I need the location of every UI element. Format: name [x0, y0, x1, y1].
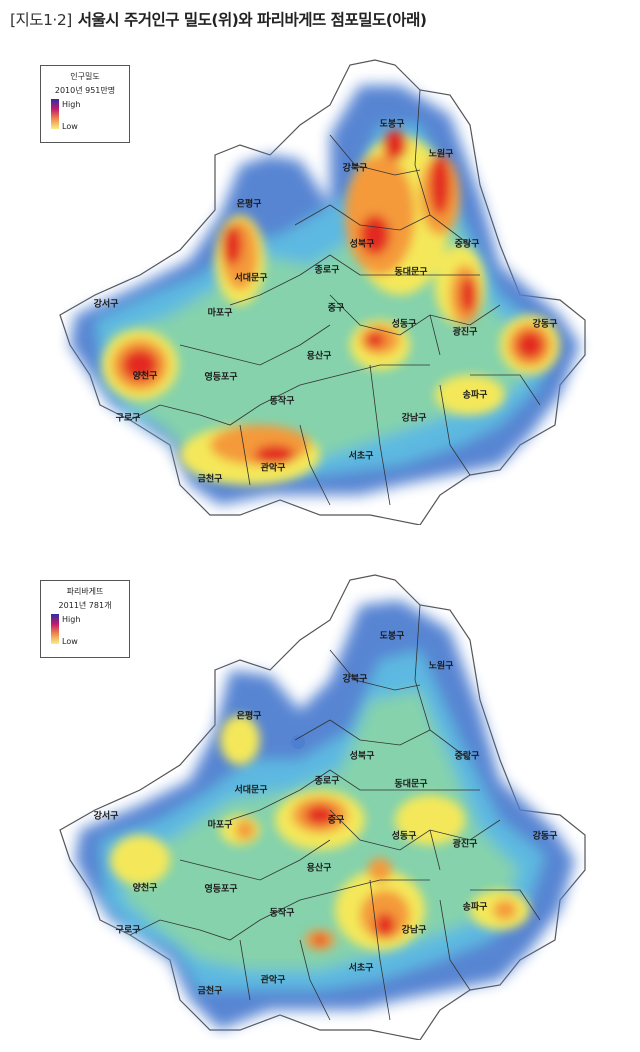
district-label: 노원구 — [428, 149, 454, 160]
district-label: 강남구 — [401, 413, 427, 424]
district-label: 강동구 — [532, 319, 558, 330]
district-label: 영등포구 — [204, 372, 238, 383]
district-label: 서초구 — [348, 451, 374, 462]
district-label: 동작구 — [269, 396, 295, 407]
legend: 파리바게뜨 2011년 781개 High Low — [40, 580, 130, 658]
district-label: 성북구 — [349, 239, 375, 250]
population-heatmap-svg — [59, 59, 586, 525]
district-label: 중구 — [327, 303, 345, 314]
district-label: 금천구 — [197, 474, 223, 485]
district-boundaries — [129, 604, 541, 1021]
figure-number: [지도1·2] — [10, 11, 72, 29]
district-label: 중랑구 — [454, 751, 480, 762]
district-label: 영등포구 — [204, 884, 238, 895]
district-label: 강북구 — [342, 163, 368, 174]
district-label: 용산구 — [306, 863, 332, 874]
legend-subtitle: 2010년 951만명 — [54, 86, 116, 95]
figure-title: 서울시 주거인구 밀도(위)와 파리바게뜨 점포밀도(아래) — [77, 11, 427, 29]
district-label: 종로구 — [314, 776, 340, 787]
district-label: 성북구 — [349, 751, 375, 762]
paris-baguette-store-density-map: 파리바게뜨 2011년 781개 High Low 도봉구 노원구 강북구 은평… — [0, 560, 640, 1040]
district-label: 금천구 — [197, 986, 223, 997]
district-label: 강동구 — [532, 831, 558, 842]
district-label: 구로구 — [115, 925, 141, 936]
district-label: 마포구 — [207, 820, 233, 831]
district-label: 서초구 — [348, 963, 374, 974]
district-label: 중구 — [327, 815, 345, 826]
legend-low-label: Low — [62, 637, 78, 646]
legend-color-ramp — [51, 614, 59, 644]
district-label: 서대문구 — [234, 273, 268, 284]
district-boundaries — [129, 89, 541, 506]
legend-low-label: Low — [62, 122, 78, 131]
legend-subtitle: 2011년 781개 — [58, 601, 112, 610]
district-label: 구로구 — [115, 413, 141, 424]
legend-title: 파리바게뜨 — [66, 587, 104, 596]
district-label: 강남구 — [401, 925, 427, 936]
district-label: 서대문구 — [234, 785, 268, 796]
district-label: 양천구 — [132, 371, 158, 382]
page-title: [지도1·2] 서울시 주거인구 밀도(위)와 파리바게뜨 점포밀도(아래) — [10, 8, 427, 30]
district-label: 광진구 — [452, 327, 478, 338]
district-label: 광진구 — [452, 839, 478, 850]
district-label: 도봉구 — [379, 119, 405, 130]
district-label: 관악구 — [260, 463, 286, 474]
legend-title: 인구밀도 — [70, 72, 100, 81]
legend-high-label: High — [62, 615, 81, 624]
district-label: 동대문구 — [394, 779, 428, 790]
legend-color-ramp — [51, 99, 59, 129]
district-label: 강서구 — [93, 811, 119, 822]
district-label: 송파구 — [462, 390, 488, 401]
district-label: 도봉구 — [379, 631, 405, 642]
district-label: 강서구 — [93, 299, 119, 310]
district-label: 용산구 — [306, 351, 332, 362]
population-density-map: 인구밀도 2010년 951만명 High Low 도봉구 노원구 강북구 은평… — [0, 45, 640, 525]
district-label: 동작구 — [269, 908, 295, 919]
district-label: 종로구 — [314, 265, 340, 276]
district-label: 중랑구 — [454, 239, 480, 250]
district-label: 양천구 — [132, 883, 158, 894]
district-label: 성동구 — [391, 319, 417, 330]
district-label: 동대문구 — [394, 267, 428, 278]
district-label: 노원구 — [428, 661, 454, 672]
legend-high-label: High — [62, 100, 81, 109]
district-label: 관악구 — [260, 975, 286, 986]
district-label: 송파구 — [462, 902, 488, 913]
district-label: 강북구 — [342, 674, 368, 685]
store-heatmap-svg — [59, 574, 586, 1040]
district-label: 은평구 — [236, 199, 262, 210]
legend: 인구밀도 2010년 951만명 High Low — [40, 65, 130, 143]
district-label: 마포구 — [207, 308, 233, 319]
district-label: 은평구 — [236, 711, 262, 722]
district-label: 성동구 — [391, 831, 417, 842]
